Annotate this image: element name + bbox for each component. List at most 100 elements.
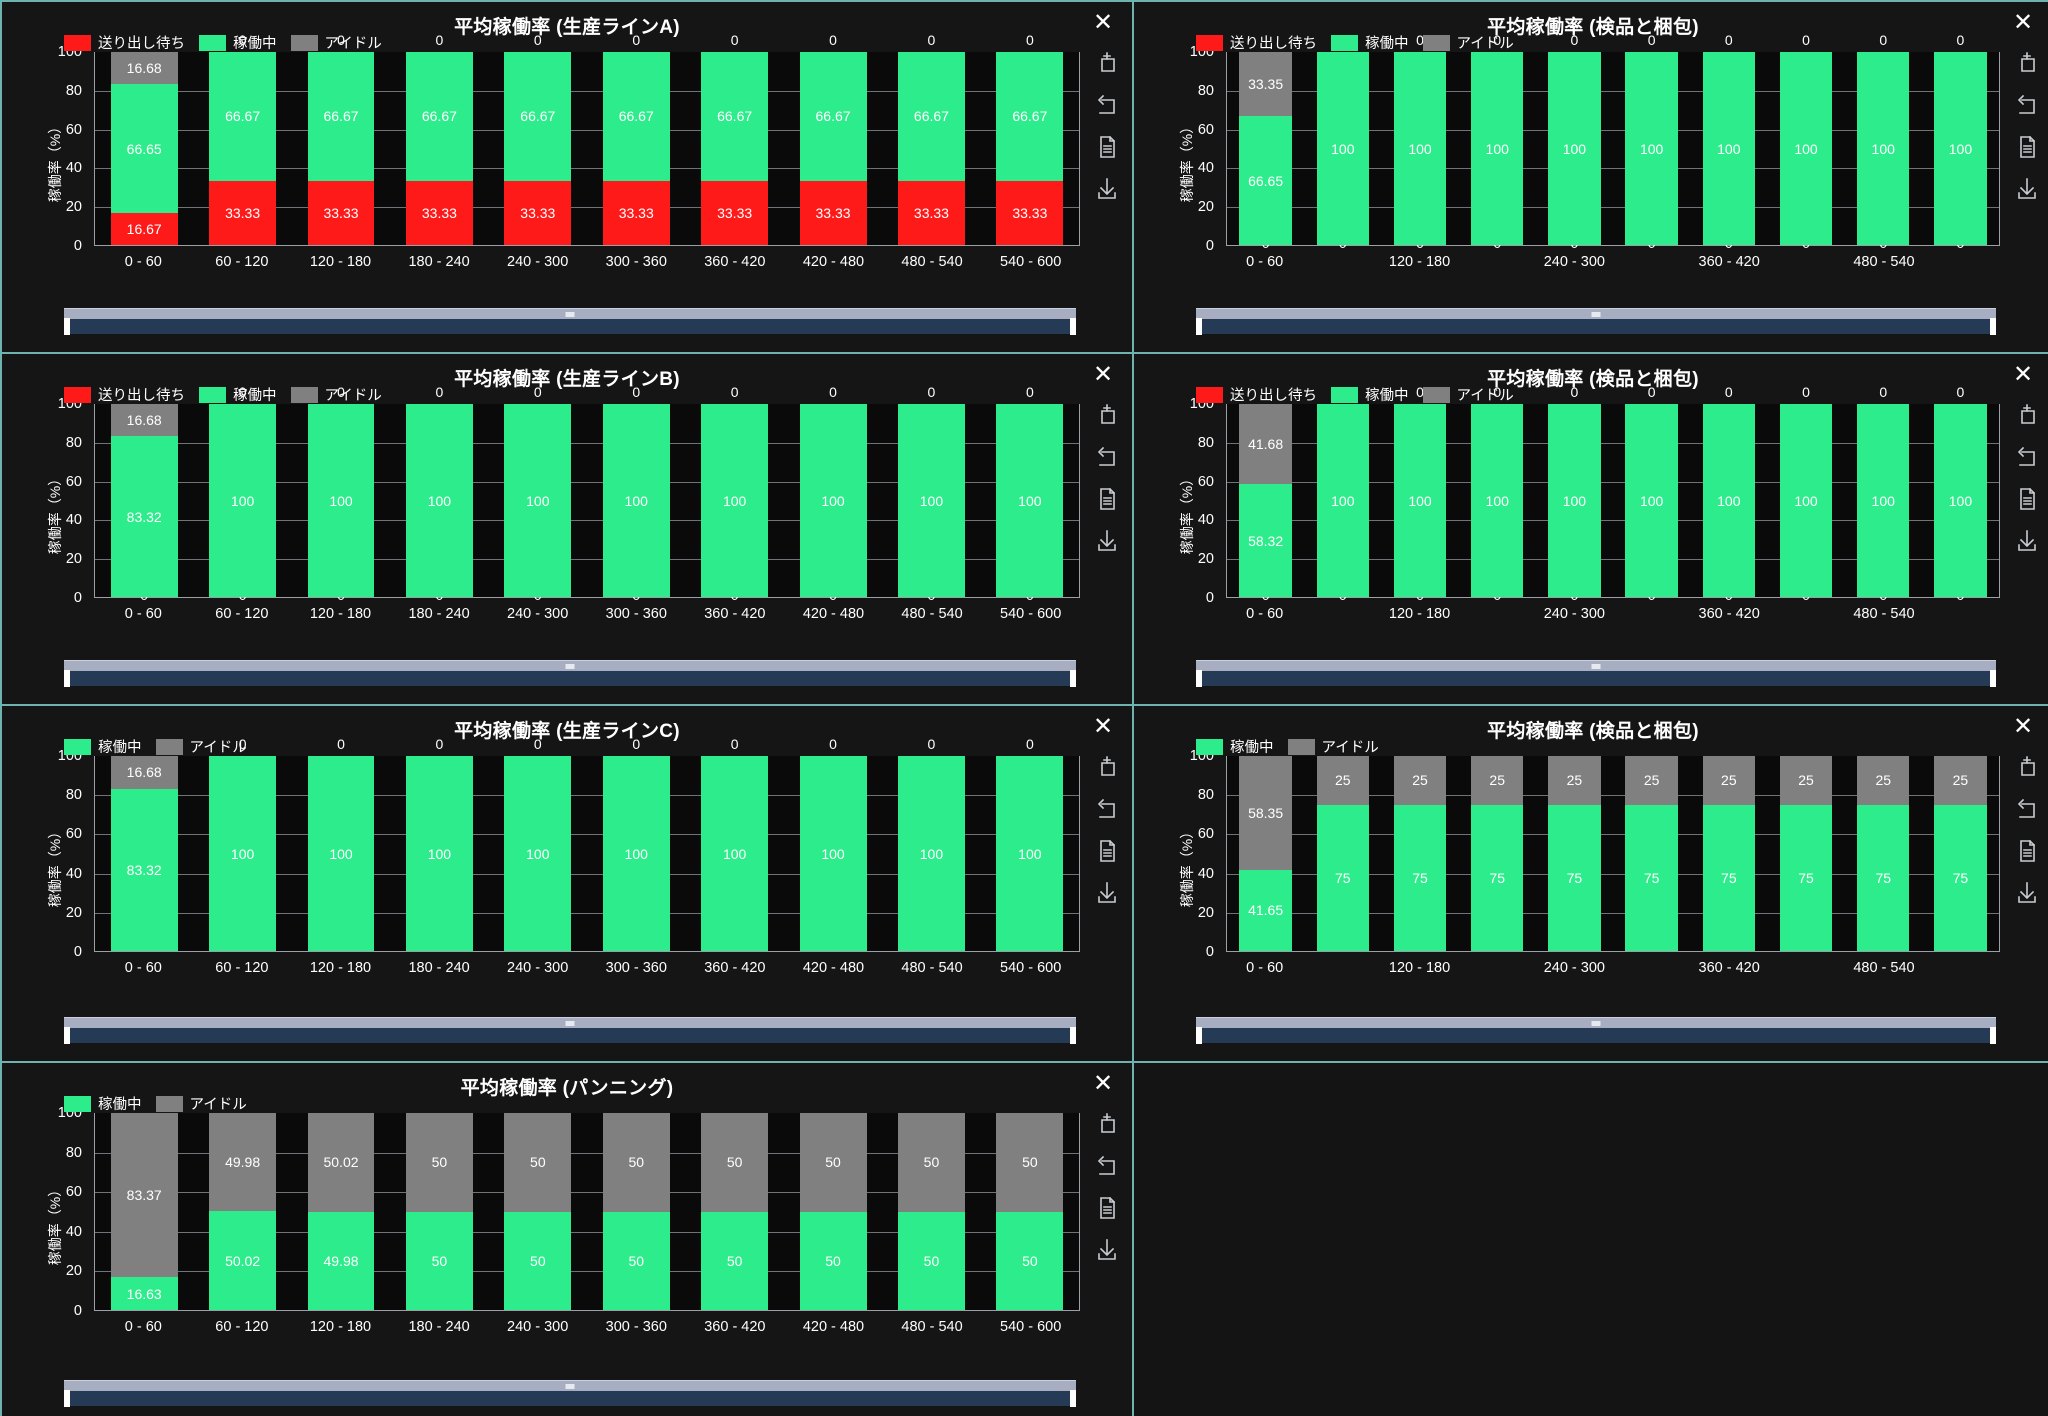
bar-segment-running[interactable]: 100 — [209, 404, 277, 597]
range-slider-grip[interactable] — [1591, 664, 1601, 669]
reset-axes-icon[interactable] — [1094, 796, 1120, 822]
bar-slot[interactable]: 100 0 — [489, 737, 587, 951]
range-slider[interactable] — [64, 660, 1076, 687]
range-slider[interactable] — [64, 1017, 1076, 1044]
bar-segment-running[interactable]: 75 — [1548, 804, 1601, 951]
bar-segment-running[interactable]: 50 — [799, 1211, 867, 1310]
bar-segment-idle[interactable]: 50 — [405, 1113, 473, 1212]
range-slider-bar[interactable] — [64, 308, 1076, 319]
download-icon[interactable] — [1094, 176, 1120, 202]
range-slider-handle-left[interactable] — [64, 1027, 70, 1044]
range-slider-bar[interactable] — [64, 660, 1076, 671]
stacked-bar[interactable]: 50 50 — [405, 1113, 473, 1310]
reset-axes-icon[interactable] — [2014, 796, 2040, 822]
bar-segment-idle[interactable]: 25 — [1702, 756, 1756, 805]
bar-segment-waiting[interactable]: 33.33 — [602, 180, 670, 245]
bar-slot[interactable]: 50 50 — [587, 1113, 685, 1310]
range-slider-track[interactable] — [1196, 319, 1996, 334]
bar-segment-running[interactable]: 66.67 — [209, 52, 277, 181]
bar-segment-running[interactable]: 66.67 — [996, 52, 1064, 181]
bar-segment-running[interactable]: 66.67 — [602, 52, 670, 181]
range-slider[interactable] — [64, 308, 1076, 335]
range-slider-track[interactable] — [64, 671, 1076, 686]
range-slider-handle-left[interactable] — [1196, 1027, 1202, 1044]
stacked-bar[interactable]: 75 25 — [1316, 756, 1370, 951]
stacked-bar[interactable]: 75 25 — [1625, 756, 1678, 951]
show-data-icon[interactable] — [1094, 838, 1120, 864]
bar-slot[interactable]: 33.33 66.67 0 — [784, 33, 882, 245]
bar-segment-running[interactable]: 100 — [307, 756, 375, 951]
range-slider-handle-right[interactable] — [1990, 318, 1996, 335]
legend-item-waiting[interactable]: 送り出し待ち — [1196, 32, 1317, 53]
bar-segment-running[interactable]: 100 — [405, 404, 473, 597]
bar-slot[interactable]: 75 25 — [1922, 756, 1999, 951]
bar-slot[interactable]: 100 0 — [784, 737, 882, 951]
bar-segment-running[interactable]: 75 — [1934, 804, 1987, 951]
stacked-bar[interactable]: 33.33 66.67 0 — [209, 33, 277, 245]
bar-segment-running[interactable]: 100 — [898, 756, 965, 951]
stacked-bar[interactable]: 75 25 — [1856, 756, 1910, 951]
range-slider-track[interactable] — [64, 319, 1076, 334]
legend-item-idle[interactable]: アイドル — [290, 384, 382, 405]
bar-segment-idle[interactable]: 83.37 — [110, 1113, 178, 1278]
bar-slot[interactable]: 75 25 — [1845, 756, 1922, 951]
bar-segment-running[interactable]: 50 — [602, 1211, 670, 1310]
bar-slot[interactable]: 83.32 16.68 — [95, 756, 193, 951]
bar-segment-running[interactable]: 100 — [898, 404, 965, 597]
stacked-bar[interactable]: 50 50 — [701, 1113, 769, 1310]
legend-item-waiting[interactable]: 送り出し待ち — [1196, 384, 1317, 405]
bar-segment-running[interactable]: 50 — [898, 1211, 965, 1310]
stacked-bar[interactable]: 100 0 — [898, 737, 965, 951]
legend-item-running[interactable]: 稼働中 — [64, 736, 142, 757]
range-slider-handle-right[interactable] — [1990, 670, 1996, 687]
bar-segment-idle[interactable]: 25 — [1779, 756, 1833, 805]
stacked-bar[interactable]: 41.65 58.35 — [1239, 756, 1292, 951]
range-slider-grip[interactable] — [565, 312, 575, 317]
bar-segment-waiting[interactable]: 33.33 — [701, 180, 769, 245]
stacked-bar[interactable]: 33.33 66.67 0 — [307, 33, 375, 245]
bar-slot[interactable]: 33.33 66.67 0 — [193, 33, 291, 245]
bar-segment-running[interactable]: 50.02 — [209, 1211, 277, 1310]
stacked-bar[interactable]: 33.33 66.67 0 — [405, 33, 473, 245]
bar-segment-running[interactable]: 83.32 — [110, 436, 178, 597]
reset-axes-icon[interactable] — [1094, 444, 1120, 470]
bar-segment-idle[interactable]: 50 — [996, 1113, 1064, 1212]
bar-segment-idle[interactable]: 25 — [1856, 756, 1910, 805]
reset-axes-icon[interactable] — [1094, 1153, 1120, 1179]
stacked-bar[interactable]: 33.33 66.67 0 — [602, 33, 670, 245]
stacked-bar[interactable]: 100 0 — [504, 737, 572, 951]
stacked-bar[interactable]: 75 25 — [1393, 756, 1447, 951]
bar-segment-running[interactable]: 100 — [799, 756, 867, 951]
bar-segment-running[interactable]: 58.32 — [1239, 484, 1292, 597]
bar-segment-running[interactable]: 100 — [996, 756, 1064, 951]
bar-segment-waiting[interactable]: 16.67 — [110, 212, 178, 245]
stacked-bar[interactable]: 100 0 — [996, 737, 1064, 951]
stacked-bar[interactable]: 50 50 — [996, 1113, 1064, 1310]
bar-segment-running[interactable]: 100 — [799, 404, 867, 597]
bar-segment-running[interactable]: 75 — [1625, 804, 1678, 951]
bar-slot[interactable]: 16.67 66.65 16.68 — [95, 51, 193, 245]
bar-segment-idle[interactable]: 50 — [799, 1113, 867, 1212]
close-icon[interactable]: ✕ — [1092, 1069, 1114, 1097]
stacked-bar[interactable]: 100 0 — [209, 737, 277, 951]
reset-axes-icon[interactable] — [2014, 92, 2040, 118]
